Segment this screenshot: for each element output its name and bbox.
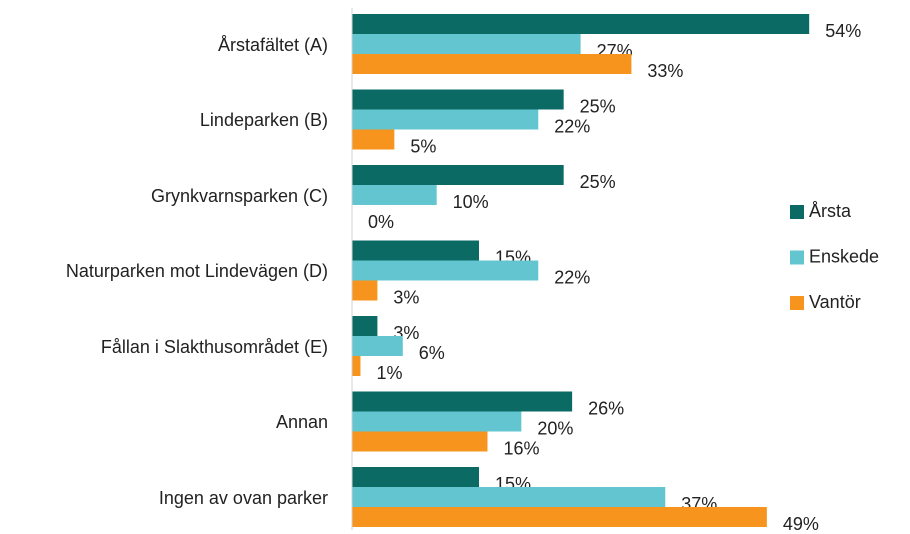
- legend-label: Enskede: [809, 246, 879, 266]
- data-label: 49%: [783, 514, 819, 534]
- data-label: 16%: [503, 438, 539, 458]
- data-label: 22%: [554, 267, 590, 287]
- category-label: Ingen av ovan parker: [159, 460, 328, 534]
- bar: [352, 391, 573, 412]
- bar: [352, 34, 581, 54]
- bar: [352, 411, 522, 432]
- data-label: 22%: [554, 116, 590, 136]
- data-label: 10%: [453, 192, 489, 212]
- bar: [352, 356, 361, 376]
- bar: [352, 507, 767, 527]
- bar: [352, 54, 632, 74]
- data-label: 25%: [580, 172, 616, 192]
- data-label: 26%: [588, 398, 624, 418]
- bar: [352, 165, 564, 185]
- bar: [352, 487, 666, 507]
- bar: [352, 185, 437, 205]
- category-text: Annan: [275, 412, 328, 432]
- category-text: Lindeparken (B): [199, 110, 328, 130]
- bar: [352, 129, 395, 150]
- category-text: Ingen av ovan parker: [158, 487, 328, 508]
- category-label: Fållan i Slakthusområdet (E): [101, 309, 328, 385]
- legend-swatch: [790, 205, 804, 219]
- bar: [352, 109, 539, 130]
- category-text: Grynkvarnsparken (C): [150, 185, 328, 206]
- bar: [352, 467, 479, 487]
- bar: [352, 431, 488, 452]
- bar: [352, 336, 403, 356]
- category-label: Lindeparken (B): [200, 83, 328, 159]
- legend-swatch: [790, 296, 804, 310]
- category-label: Grynkvarnsparken (C): [151, 158, 328, 234]
- legend-swatch: [790, 250, 804, 265]
- data-label: 0%: [368, 212, 394, 232]
- data-label: 33%: [647, 61, 683, 81]
- category-label: Annan: [276, 385, 328, 461]
- bar: [352, 14, 810, 34]
- data-label: 54%: [825, 21, 861, 41]
- data-label: 20%: [537, 418, 573, 438]
- data-label: 1%: [376, 363, 402, 383]
- bar: [352, 260, 539, 281]
- category-label: Naturparken mot Lindevägen (D): [66, 234, 328, 310]
- bar: [352, 240, 479, 261]
- category-label: Årstafältet (A): [218, 7, 328, 83]
- category-text: Fållan i Slakthusområdet (E): [100, 336, 328, 357]
- category-text: Naturparken mot Lindevägen (D): [65, 261, 328, 281]
- data-label: 5%: [410, 136, 436, 156]
- data-label: 25%: [580, 96, 616, 116]
- bar: [352, 89, 564, 110]
- data-label: 6%: [419, 343, 445, 363]
- data-label: 3%: [393, 287, 419, 307]
- legend-label: Årsta: [809, 201, 852, 221]
- category-text: Årstafältet (A): [217, 34, 328, 55]
- bar: [352, 280, 378, 301]
- legend-label: Vantör: [809, 292, 861, 312]
- bar: [352, 316, 378, 336]
